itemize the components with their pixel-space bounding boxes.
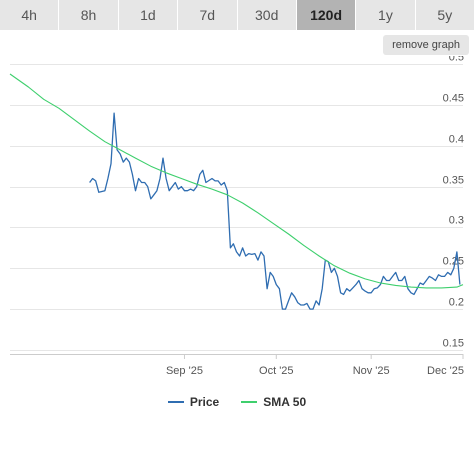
range-tab-4h[interactable]: 4h — [0, 0, 60, 30]
legend-item-price[interactable]: Price — [167, 392, 220, 412]
legend-label-price: Price — [189, 395, 220, 409]
y-tick-label-2: 0.25 — [443, 256, 464, 268]
y-tick-label-3: 0.3 — [449, 215, 464, 227]
range-tab-120d[interactable]: 120d — [296, 0, 357, 30]
remove-graph-button[interactable]: remove graph — [383, 35, 469, 55]
range-tab-7d[interactable]: 7d — [178, 0, 238, 30]
y-tick-label-1: 0.2 — [449, 297, 464, 309]
x-tick-label-2: Nov '25 — [353, 365, 390, 377]
y-tick-label-7: 0.5 — [449, 56, 464, 64]
legend-swatch-sma — [241, 401, 258, 403]
range-tab-5y[interactable]: 5y — [415, 0, 474, 30]
time-range-tabs: 4h 8h 1d 7d 30d 120d 1y 5y — [0, 0, 474, 30]
y-tick-label-5: 0.4 — [449, 134, 464, 146]
range-tab-8h[interactable]: 8h — [59, 0, 119, 30]
legend-item-sma[interactable]: SMA 50 — [241, 392, 306, 412]
price-line — [89, 112, 461, 310]
chart-legend: Price SMA 50 — [0, 392, 474, 412]
sma-50-line — [9, 73, 464, 289]
y-tick-label-6: 0.45 — [443, 93, 464, 105]
y-tick-label-4: 0.35 — [443, 175, 464, 187]
range-tab-1y[interactable]: 1y — [356, 0, 416, 30]
legend-swatch-price — [167, 401, 184, 403]
price-chart: 0.15 0.2 0.25 0.3 0.35 0.4 0.45 0.5 Sep '25 Oct '… — [9, 56, 464, 377]
range-tab-1d[interactable]: 1d — [118, 0, 179, 30]
range-tab-30d[interactable]: 30d — [237, 0, 297, 30]
x-tick-label-0: Sep '25 — [166, 365, 203, 377]
x-tick-label-3: Dec '25 — [427, 365, 464, 377]
y-tick-label-0: 0.15 — [443, 338, 464, 350]
x-tick-label-1: Oct '25 — [259, 365, 294, 377]
legend-label-sma: SMA 50 — [263, 395, 307, 409]
